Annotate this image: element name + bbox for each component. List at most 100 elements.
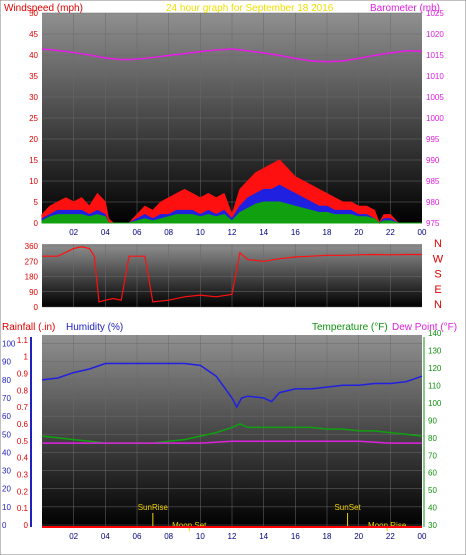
barometer-axis-label: Barometer (mb) (370, 3, 440, 14)
x-tick-label: 16 (291, 532, 300, 541)
humidity-axis-label: Humidity (%) (66, 322, 123, 333)
temperature-tick: 110 (428, 382, 441, 391)
x-tick-label: 00 (418, 228, 427, 237)
humidity-tick: 80 (2, 376, 11, 385)
direction-series (42, 246, 422, 303)
marker-label: SunRise (138, 503, 169, 512)
barometer-tick: 1025 (426, 9, 444, 18)
barometer-tick: 1015 (426, 51, 444, 60)
marker-label: Moon Rise (368, 521, 407, 530)
barometer-tick: 1020 (426, 30, 444, 39)
x-tick-label: 16 (291, 228, 300, 237)
x-tick-label: 14 (259, 228, 268, 237)
x-tick-label: 22 (386, 228, 395, 237)
x-tick-label: 02 (69, 228, 78, 237)
wind-direction-line (42, 246, 422, 303)
compass-label: N (434, 238, 442, 250)
temperature-tick: 80 (428, 434, 437, 443)
direction-tick: 360 (25, 242, 39, 251)
marker-label: SunSet (334, 503, 361, 512)
wind-x-ticks: 02 04 06 08 10 12 14 16 18 20 22 00 (69, 228, 427, 237)
humidity-tick: 100 (2, 340, 16, 349)
barometer-tick: 1000 (426, 114, 444, 123)
rainfall-tick: 0.7 (17, 403, 29, 412)
windspeed-tick: 25 (29, 114, 38, 123)
temperature-tick: 100 (428, 399, 442, 408)
temperature-tick: 70 (428, 451, 437, 460)
rainfall-tick: 0.8 (17, 386, 29, 395)
humidity-tick: 0 (2, 521, 7, 530)
humidity-tick: 10 (2, 503, 11, 512)
temperature-tick: 60 (428, 469, 437, 478)
wind-series (41, 48, 423, 225)
direction-left-ticks: 0 90 180 270 360 (25, 242, 39, 312)
barometer-tick: 985 (426, 177, 440, 186)
rainfall-tick: 0.3 (17, 470, 29, 479)
rainfall-tick: 0.1 (17, 504, 29, 513)
x-tick-label: 14 (259, 532, 268, 541)
chart-title: 24 hour graph for September 18 2016 (166, 3, 334, 14)
x-tick-label: 20 (354, 228, 363, 237)
compass-label: E (434, 284, 441, 296)
windspeed-tick: 30 (29, 93, 38, 102)
rainfall-axis-label: Rainfall (.in) (2, 322, 55, 333)
marker-label: Moon Set (172, 521, 207, 530)
direction-tick: 270 (25, 257, 39, 266)
x-tick-label: 08 (164, 228, 173, 237)
rainfall-tick: 0 (24, 521, 29, 530)
x-tick-label: 02 (69, 532, 78, 541)
rainfall-tick: 0.4 (17, 454, 29, 463)
humidity-tick: 50 (2, 430, 11, 439)
x-tick-label: 20 (354, 532, 363, 541)
humidity-tick: 30 (2, 467, 11, 476)
dew-point-line (42, 440, 422, 444)
temperature-tick: 40 (428, 504, 437, 513)
x-tick-label: 10 (196, 532, 205, 541)
windspeed-tick: 50 (29, 9, 38, 18)
barometer-tick: 975 (426, 219, 440, 228)
temperature-tick: 50 (428, 486, 437, 495)
temp-series (41, 362, 423, 444)
windspeed-tick: 45 (29, 30, 38, 39)
x-tick-label: 12 (228, 228, 237, 237)
rainfall-tick: 0.2 (17, 487, 29, 496)
barometer-right-ticks: 975 980 985 990 995 1000 1005 1010 1015 1020 1025 (426, 9, 444, 228)
compass-label: N (434, 299, 442, 311)
windspeed-tick: 15 (29, 156, 38, 165)
barometer-tick: 1010 (426, 72, 444, 81)
barometer-tick: 995 (426, 135, 440, 144)
rainfall-tick: 0.9 (17, 369, 29, 378)
x-tick-label: 12 (228, 532, 237, 541)
rainfall-tick: 1.1 (17, 336, 29, 345)
x-tick-label: 06 (133, 532, 142, 541)
humidity-tick: 90 (2, 358, 11, 367)
temperature-tick: 90 (428, 416, 437, 425)
temperature-tick: 130 (428, 347, 442, 356)
windspeed-tick: 0 (34, 219, 39, 228)
barometer-line (41, 48, 423, 63)
humidity-line (41, 362, 423, 409)
rainfall-tick: 0.5 (17, 437, 29, 446)
x-tick-label: 04 (101, 228, 110, 237)
temp-grid (42, 335, 422, 527)
temperature-tick: 120 (428, 364, 442, 373)
temperature-right-ticks: 30 40 50 60 70 80 90 100 110 120 130 140 (423, 329, 442, 530)
x-tick-label: 22 (386, 532, 395, 541)
barometer-tick: 1005 (426, 93, 444, 102)
temperature-tick: 140 (428, 329, 442, 338)
barometer-tick: 980 (426, 198, 440, 207)
compass-label: S (434, 269, 441, 281)
windspeed-tick: 10 (29, 177, 38, 186)
rainfall-tick: 0.6 (17, 420, 29, 429)
humidity-tick: 60 (2, 412, 11, 421)
humidity-tick: 40 (2, 448, 11, 457)
dewpoint-axis-label: Dew Point (°F) (392, 322, 457, 333)
wind-average-area (41, 201, 422, 224)
direction-tick: 90 (29, 288, 38, 297)
wind-left-ticks: 0 5 10 15 20 25 30 35 40 45 50 (29, 9, 38, 228)
windspeed-tick: 35 (29, 72, 38, 81)
temperature-tick: 30 (428, 521, 437, 530)
